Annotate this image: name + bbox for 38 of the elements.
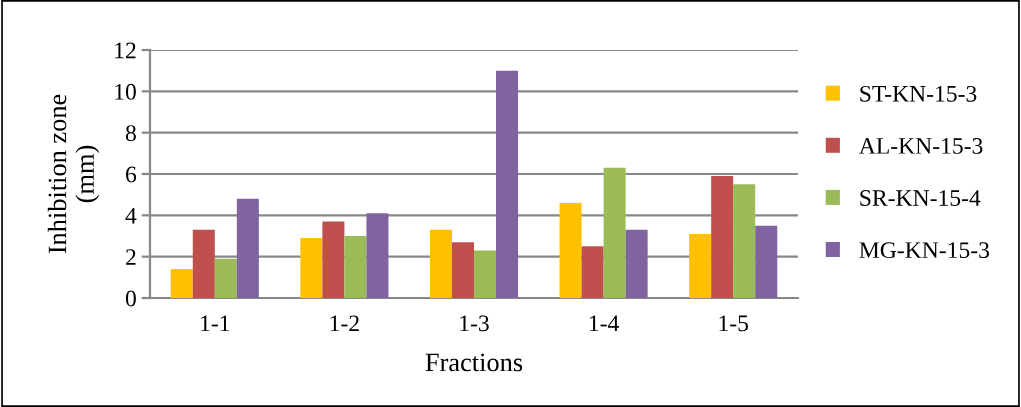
y-tick-label: 4 xyxy=(125,207,137,224)
y-tick-label: 10 xyxy=(115,83,136,100)
bar xyxy=(755,225,778,298)
x-axis-title: Fractions xyxy=(425,353,523,372)
bar xyxy=(689,233,712,298)
x-tick-label: 1-4 xyxy=(589,315,619,332)
legend-label: ST-KN-15-3 xyxy=(860,85,977,102)
bar xyxy=(603,167,626,298)
bar xyxy=(366,213,389,298)
bar xyxy=(192,229,215,298)
legend-label: MG-KN-15-3 xyxy=(859,242,990,259)
y-tick-label: 2 xyxy=(126,249,136,265)
bar xyxy=(344,236,367,298)
bar xyxy=(625,229,648,298)
bar xyxy=(733,184,756,298)
x-tick-label: 1-2 xyxy=(330,315,359,332)
bar xyxy=(474,250,497,298)
y-tick-label: 0 xyxy=(125,290,136,307)
bar xyxy=(711,176,734,298)
bar xyxy=(170,269,193,298)
bar xyxy=(214,258,237,298)
legend-label: SR-KN-15-4 xyxy=(860,190,981,206)
bar xyxy=(300,238,323,298)
bar xyxy=(236,198,259,298)
x-tick-label: 1-1 xyxy=(201,315,230,332)
bar xyxy=(496,70,519,298)
y-tick-label: 8 xyxy=(125,125,136,142)
y-tick-label: 6 xyxy=(126,166,137,183)
y-tick-label: 12 xyxy=(115,42,136,59)
bar xyxy=(322,221,345,298)
y-axis-title: Inhibition zone (mm) xyxy=(47,94,100,254)
bar xyxy=(559,202,582,298)
legend-label: AL-KN-15-3 xyxy=(859,137,983,154)
bar xyxy=(581,246,604,298)
bar xyxy=(429,229,452,298)
x-tick-label: 1-3 xyxy=(460,315,489,332)
bar xyxy=(451,242,474,298)
x-tick-label: 1-5 xyxy=(719,315,749,332)
